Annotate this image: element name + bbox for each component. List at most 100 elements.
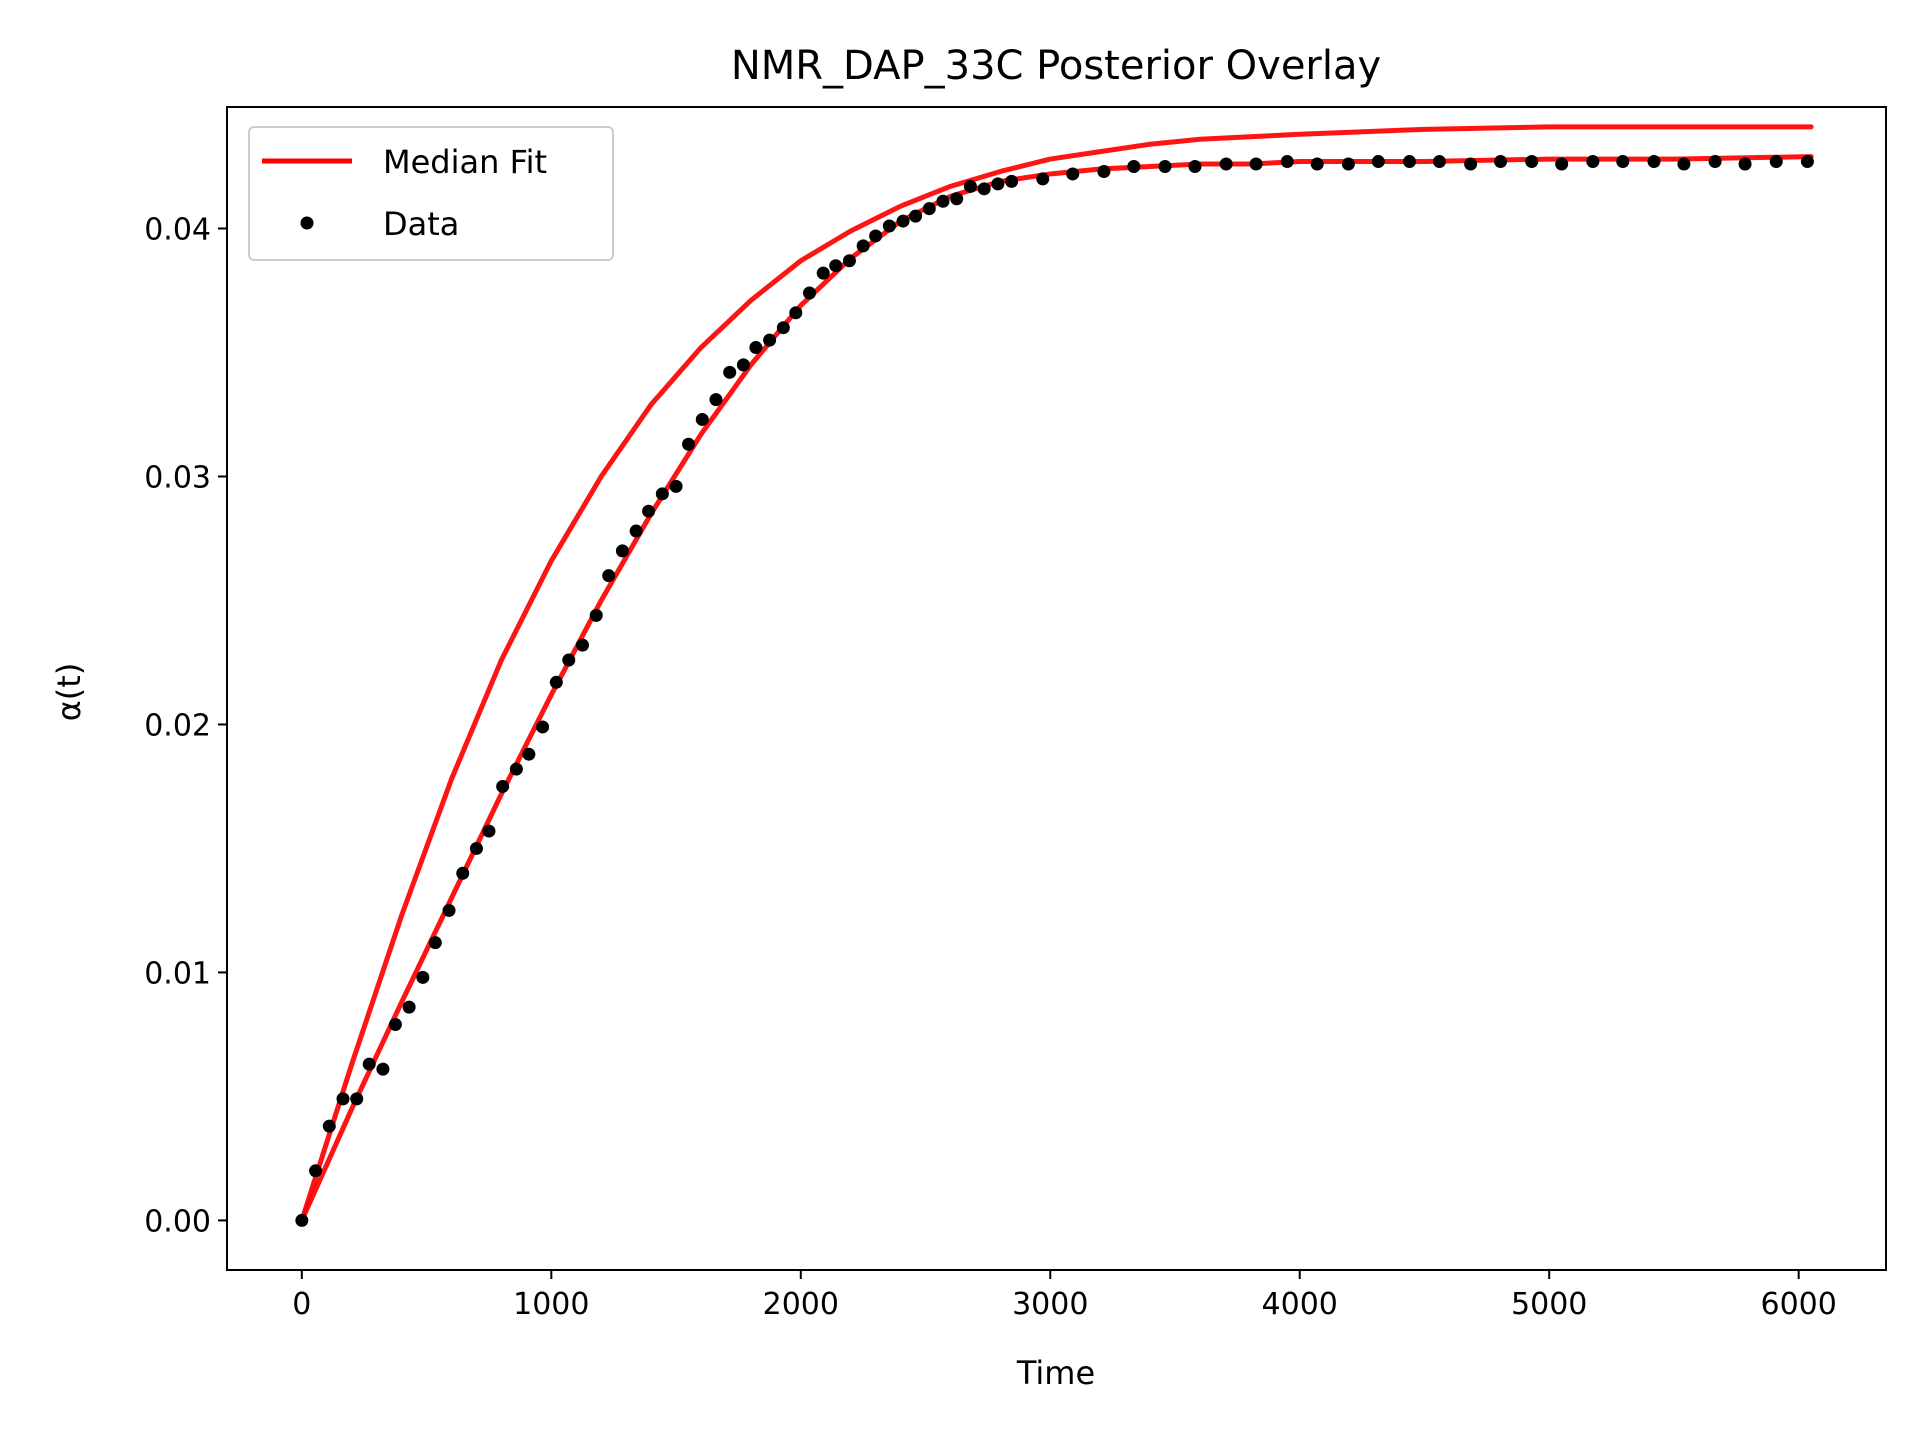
data-point bbox=[896, 214, 910, 228]
data-point bbox=[1708, 155, 1722, 169]
legend-dot-marker bbox=[300, 216, 314, 230]
data-point bbox=[829, 259, 843, 273]
data-point bbox=[682, 437, 696, 451]
y-tick-label: 0.02 bbox=[144, 708, 211, 743]
data-point bbox=[789, 306, 803, 320]
data-point bbox=[842, 254, 856, 268]
legend: Median Fit Data bbox=[248, 126, 614, 261]
data-point bbox=[695, 412, 709, 426]
data-point bbox=[922, 202, 936, 216]
data-point bbox=[350, 1092, 364, 1106]
data-point bbox=[1464, 157, 1478, 171]
data-point bbox=[655, 487, 669, 501]
data-point bbox=[709, 393, 723, 407]
data-point bbox=[963, 179, 977, 193]
x-tick-label: 1000 bbox=[513, 1287, 589, 1322]
data-point bbox=[909, 209, 923, 223]
data-point bbox=[402, 1000, 416, 1014]
x-tick-label: 6000 bbox=[1761, 1287, 1837, 1322]
x-tick-label: 3000 bbox=[1012, 1287, 1088, 1322]
data-point bbox=[1616, 155, 1630, 169]
data-point bbox=[669, 479, 683, 493]
data-point bbox=[1158, 160, 1172, 174]
data-point bbox=[936, 194, 950, 208]
data-point bbox=[869, 229, 883, 243]
data-point bbox=[1280, 155, 1294, 169]
data-point bbox=[1647, 155, 1661, 169]
data-point bbox=[991, 177, 1005, 191]
y-tick-label: 0.03 bbox=[144, 460, 211, 495]
data-point bbox=[416, 970, 430, 984]
data-point bbox=[816, 266, 830, 280]
data-point bbox=[1738, 157, 1752, 171]
y-tick-label: 0.00 bbox=[144, 1204, 211, 1239]
data-point bbox=[1800, 155, 1814, 169]
y-tick-label: 0.01 bbox=[144, 956, 211, 991]
data-point bbox=[469, 841, 483, 855]
data-point bbox=[763, 333, 777, 347]
data-point bbox=[549, 675, 563, 689]
data-point bbox=[1403, 155, 1417, 169]
data-point bbox=[736, 358, 750, 372]
data-point bbox=[1310, 157, 1324, 171]
x-tick-label: 4000 bbox=[1262, 1287, 1338, 1322]
data-point bbox=[456, 866, 470, 880]
data-point bbox=[602, 569, 616, 583]
x-tick-label: 0 bbox=[292, 1287, 311, 1322]
data-point bbox=[1036, 172, 1050, 186]
data-point bbox=[536, 720, 550, 734]
data-point bbox=[1586, 155, 1600, 169]
data-point bbox=[522, 747, 536, 761]
data-point bbox=[496, 779, 510, 793]
data-point bbox=[856, 239, 870, 253]
y-tick-label: 0.04 bbox=[144, 213, 211, 248]
data-point bbox=[322, 1119, 336, 1133]
data-point bbox=[1341, 157, 1355, 171]
data-point bbox=[576, 638, 589, 652]
data-point bbox=[1005, 174, 1019, 188]
data-point bbox=[1066, 167, 1080, 181]
data-point bbox=[882, 219, 896, 233]
x-tick-label: 5000 bbox=[1511, 1287, 1587, 1322]
data-point bbox=[803, 286, 817, 300]
data-point bbox=[723, 365, 737, 379]
data-point bbox=[1494, 155, 1508, 169]
ticks-layer: 0 1000 2000 3000 4000 5000 6000 0.00 0.01 0.02 0.0… bbox=[144, 213, 1837, 1322]
data-point bbox=[482, 824, 496, 838]
x-axis-label: Time bbox=[1016, 1354, 1095, 1392]
data-point bbox=[1769, 155, 1783, 169]
x-tick-label: 2000 bbox=[763, 1287, 839, 1322]
y-axis-label: α(t) bbox=[50, 663, 88, 722]
data-point bbox=[509, 762, 523, 776]
data-point bbox=[1127, 160, 1141, 174]
data-point bbox=[1525, 155, 1539, 169]
data-point bbox=[1219, 157, 1233, 171]
data-point bbox=[589, 608, 603, 622]
data-point bbox=[950, 192, 964, 206]
data-point bbox=[1555, 157, 1569, 171]
data-point bbox=[309, 1164, 323, 1178]
data-point bbox=[977, 182, 991, 196]
data-point bbox=[442, 903, 456, 917]
data-point bbox=[1188, 160, 1202, 174]
data-point bbox=[1249, 157, 1263, 171]
chart-title: NMR_DAP_33C Posterior Overlay bbox=[731, 43, 1381, 89]
data-point bbox=[749, 341, 763, 355]
median-fit-line bbox=[299, 124, 1814, 1223]
data-point bbox=[428, 936, 442, 950]
data-point bbox=[562, 653, 576, 667]
plot-frame bbox=[226, 106, 1887, 1271]
plot-area bbox=[226, 106, 1887, 1271]
data-point bbox=[376, 1062, 390, 1076]
data-point bbox=[642, 504, 656, 518]
legend-label-median-fit: Median Fit bbox=[383, 143, 547, 181]
legend-label-data: Data bbox=[383, 205, 459, 243]
data-point bbox=[776, 321, 790, 335]
data-point bbox=[295, 1213, 309, 1227]
data-point bbox=[388, 1018, 402, 1032]
data-point bbox=[629, 524, 643, 538]
series-layer bbox=[295, 124, 1814, 1227]
data-point bbox=[615, 544, 629, 558]
data-point bbox=[362, 1057, 376, 1071]
